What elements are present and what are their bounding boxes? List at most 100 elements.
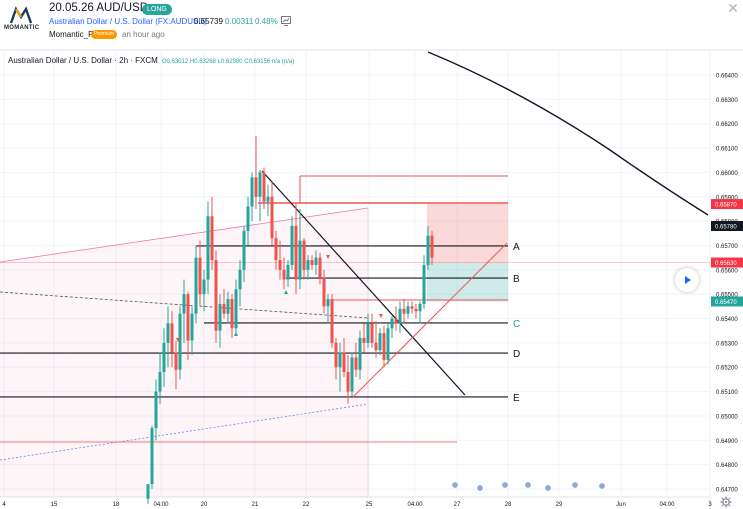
- economic-event-flag: [598, 482, 606, 490]
- candle-body: [178, 313, 182, 370]
- logo-text: MOMANTIC: [4, 25, 40, 31]
- candle-body: [258, 172, 262, 197]
- candle-body: [418, 303, 422, 312]
- candle-body: [274, 238, 278, 261]
- candle-body: [242, 230, 246, 270]
- candle-body: [410, 306, 414, 309]
- x-tick-label: 28: [505, 502, 512, 508]
- price-label-text: 0.65780: [715, 224, 737, 230]
- y-tick-label: 0.65300: [716, 341, 738, 347]
- candle-body: [322, 277, 326, 307]
- candle-body: [310, 260, 314, 265]
- economic-event-flag: [571, 481, 579, 489]
- candle-body: [270, 196, 274, 239]
- symbol-link[interactable]: Australian Dollar / U.S. Dollar (FX:AUDU…: [49, 17, 207, 26]
- play-icon: [685, 276, 691, 284]
- candle-body: [290, 225, 294, 265]
- candle-body: [198, 257, 202, 295]
- price-label-box: [711, 296, 743, 307]
- candle-body: [190, 313, 194, 341]
- current-price: 0.65739: [194, 17, 223, 26]
- candlestick-series: [146, 135, 434, 504]
- candle-body: [302, 240, 306, 270]
- close-icon[interactable]: ✕: [727, 0, 739, 16]
- author-link[interactable]: Momantic_FX: [49, 30, 99, 39]
- level-label-b: B: [513, 274, 520, 285]
- candle-body: [366, 323, 370, 343]
- candle-body: [282, 269, 286, 280]
- candle-body: [146, 484, 150, 499]
- momantic-logo: MOMANTIC: [4, 6, 40, 36]
- signal-marker: [176, 338, 180, 342]
- x-tick-label: 04:00: [407, 502, 423, 508]
- price-axis: 0.64700 0.64800 0.64900 0.65000 0.65100 0.652…: [711, 74, 743, 494]
- dashed-midline: [0, 291, 369, 319]
- channel-shade: [0, 208, 368, 497]
- candle-body: [154, 391, 158, 429]
- candle-body: [202, 279, 206, 295]
- candle-body: [406, 306, 410, 314]
- candle-body: [326, 299, 330, 307]
- candle-body: [342, 352, 346, 373]
- y-tick-label: 0.66400: [716, 74, 738, 80]
- candle-body: [194, 257, 198, 314]
- price-change-percent: 0.48%: [255, 17, 278, 26]
- candle-body: [278, 260, 282, 270]
- y-tick-label: 0.65400: [716, 317, 738, 323]
- candle-body: [422, 264, 426, 304]
- price-label-box: [711, 257, 743, 268]
- economic-event-flag: [476, 484, 484, 492]
- upper-curve: [427, 51, 709, 216]
- candle-body: [174, 352, 178, 370]
- candle-body: [294, 225, 298, 280]
- x-tick-label: 27: [454, 502, 461, 508]
- candle-body: [162, 342, 166, 373]
- x-tick-label: 15: [51, 502, 58, 508]
- candle-body: [314, 257, 318, 265]
- y-tick-label: 0.65900: [716, 195, 738, 201]
- level-label-c: C: [513, 319, 520, 330]
- candle-body: [350, 357, 354, 392]
- candle-body: [226, 299, 230, 314]
- x-tick-label: 04:00: [659, 502, 675, 508]
- candle-body: [398, 308, 402, 324]
- candle-body: [394, 318, 398, 324]
- gear-icon[interactable]: [720, 496, 732, 508]
- y-tick-label: 0.65600: [716, 268, 738, 274]
- candle-body: [186, 294, 190, 341]
- candle-body: [402, 308, 406, 314]
- level-label-d: D: [513, 349, 520, 360]
- economic-event-flag: [501, 481, 509, 489]
- long-badge: LONG: [142, 4, 172, 15]
- x-tick-label: 18: [113, 502, 120, 508]
- x-tick-label: 29: [556, 502, 563, 508]
- chart-snapshot-icon[interactable]: [281, 16, 291, 26]
- signal-marker: [379, 314, 383, 318]
- candle-body: [230, 299, 234, 329]
- y-tick-label: 0.66000: [716, 171, 738, 177]
- level-label-a: A: [513, 242, 520, 253]
- candle-body: [298, 240, 302, 280]
- candle-body: [346, 372, 350, 392]
- candle-body: [158, 372, 162, 392]
- price-change: 0.00311: [225, 17, 254, 26]
- candle-body: [262, 172, 266, 202]
- legend-symbol: Australian Dollar / U.S. Dollar · 2h · F…: [8, 56, 158, 65]
- premium-badge: Premium: [91, 30, 118, 39]
- candle-body: [222, 303, 226, 314]
- play-button[interactable]: [675, 268, 699, 292]
- candle-body: [210, 216, 214, 261]
- x-tick-label: 04:00: [153, 502, 169, 508]
- economic-event-flag: [451, 481, 459, 489]
- candle-body: [426, 235, 430, 265]
- candle-body: [414, 308, 418, 312]
- candle-body: [338, 352, 342, 368]
- y-tick-label: 0.64700: [716, 488, 738, 494]
- price-label-text: 0.65630: [715, 261, 737, 267]
- x-tick-label: 25: [366, 502, 373, 508]
- position-stop-zone: [427, 204, 508, 263]
- candle-body: [386, 328, 390, 360]
- y-tick-label: 0.65000: [716, 414, 738, 420]
- y-tick-label: 0.66300: [716, 98, 738, 104]
